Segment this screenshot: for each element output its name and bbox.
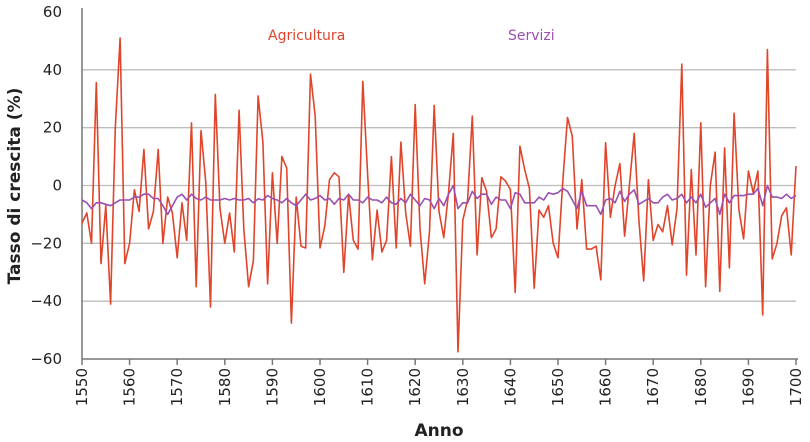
series-line-servizi (81, 184, 797, 216)
x-tick-label: 1580 (216, 368, 234, 406)
x-tick-label: 1680 (692, 368, 710, 406)
x-axis-title: Anno (414, 421, 463, 441)
x-tick-label: 1700 (787, 368, 805, 406)
x-tick-label: 1560 (121, 368, 139, 406)
y-tick-label: 40 (43, 61, 62, 79)
y-tick-label: −60 (30, 350, 62, 368)
series-label-servizi: Servizi (508, 28, 555, 44)
x-tick-label: 1570 (168, 368, 186, 406)
x-tick-label: 1630 (454, 368, 472, 406)
series-lines (81, 37, 797, 353)
y-tick-label: −20 (30, 234, 62, 252)
y-tick-label: −40 (30, 292, 62, 310)
y-tick-label: 20 (43, 119, 62, 137)
y-tick-label: 0 (52, 177, 62, 195)
series-label-agricultura: Agricultura (268, 28, 345, 44)
y-tick-label: 60 (43, 3, 62, 21)
series-line-agricultura (81, 37, 797, 353)
x-tick-label: 1600 (311, 368, 329, 406)
x-tick-label: 1640 (501, 368, 519, 406)
axes: 60 40 20 0 −20 −40 −60 1550 1560 1570 1580 1590 1600… (30, 3, 805, 406)
x-tick-label: 1590 (263, 368, 281, 406)
x-tick-label: 1660 (597, 368, 615, 406)
x-tick-label: 1650 (549, 368, 567, 406)
x-tick-label: 1670 (644, 368, 662, 406)
x-tick-label: 1690 (739, 368, 757, 406)
y-axis-title: Tasso di crescita (%) (5, 88, 25, 285)
x-tick-label: 1610 (359, 368, 377, 406)
x-tick-label: 1550 (73, 368, 91, 406)
x-tick-label: 1620 (406, 368, 424, 406)
gridlines (82, 69, 796, 302)
